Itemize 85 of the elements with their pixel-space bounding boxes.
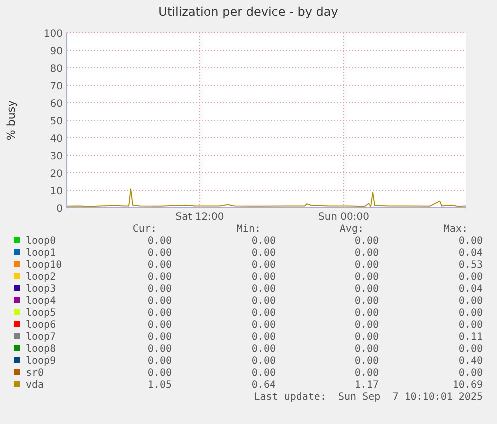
text: 0.00 xyxy=(458,272,483,283)
text: 0.00 xyxy=(354,320,379,331)
text: 0.00 xyxy=(354,248,379,259)
text: 0.00 xyxy=(252,356,276,367)
text: 0.00 xyxy=(148,320,172,331)
y-tick-label: 60 xyxy=(50,99,63,110)
text: 0.00 xyxy=(252,284,276,295)
y-tick-label: 0 xyxy=(56,204,63,215)
text: 0.00 xyxy=(148,236,172,247)
text: 0.00 xyxy=(148,284,172,295)
x-tick-label: Sun 00:00 xyxy=(318,212,370,223)
y-tick-label: 10 xyxy=(50,186,63,198)
text: 0.00 xyxy=(458,320,483,331)
text: 0.00 xyxy=(252,260,276,271)
text: 0.00 xyxy=(148,356,172,367)
y-tick-label: 40 xyxy=(50,134,63,145)
text: 0.00 xyxy=(458,344,483,355)
legend-label: loop5 xyxy=(26,308,56,319)
text: 0.00 xyxy=(148,296,172,307)
text: 0.00 xyxy=(252,332,276,343)
y-tick-label: 30 xyxy=(50,152,63,162)
text: 0.00 xyxy=(354,284,379,295)
text: 0.00 xyxy=(252,248,276,259)
text: 0.00 xyxy=(252,272,276,283)
text: 0.00 xyxy=(252,296,276,307)
text: 0.00 xyxy=(148,260,172,271)
text: 0.00 xyxy=(354,356,379,367)
text: 0.00 xyxy=(148,308,172,319)
text: 0.00 xyxy=(354,308,379,319)
legend-label: loop2 xyxy=(26,272,56,283)
text: Last update: Sun Sep 7 10:10:01 2025 xyxy=(254,392,483,403)
text: 0.00 xyxy=(148,368,172,379)
text: Min: xyxy=(236,224,261,235)
text: Max: xyxy=(444,224,468,235)
legend-label: vda xyxy=(26,380,44,391)
text: 0.00 xyxy=(354,236,379,247)
text: 0.00 xyxy=(354,368,379,379)
y-tick-label: 90 xyxy=(50,46,63,58)
chart-title: Utilization per device - by day xyxy=(158,5,338,19)
legend-label: loop1 xyxy=(26,248,56,259)
text: 0.64 xyxy=(252,380,276,391)
text: 0.00 xyxy=(458,368,483,379)
legend-label: loop6 xyxy=(26,320,56,331)
text: 1.17 xyxy=(354,380,379,391)
y-axis-title: % busy xyxy=(5,100,18,141)
text: 0.00 xyxy=(354,296,379,307)
y-tick-label: 100 xyxy=(44,29,63,40)
legend-label: loop3 xyxy=(26,284,56,295)
text: 0.00 xyxy=(252,308,276,319)
legend-label: loop9 xyxy=(26,356,56,367)
y-tick-label: 70 xyxy=(50,82,63,92)
text: 0.04 xyxy=(458,248,483,259)
text: 0.00 xyxy=(148,248,172,259)
legend-label: loop4 xyxy=(26,296,56,307)
text: 0.04 xyxy=(458,284,483,295)
y-tick-label: 50 xyxy=(50,116,63,128)
y-tick-label: 80 xyxy=(50,64,63,75)
text: 0.00 xyxy=(148,332,172,343)
legend-label: loop7 xyxy=(26,332,56,343)
text: 1.05 xyxy=(148,380,172,391)
text: 0.00 xyxy=(458,296,483,307)
text: 0.00 xyxy=(458,308,483,319)
text: 0.11 xyxy=(458,332,483,343)
text: 10.69 xyxy=(452,380,483,391)
legend-label: loop10 xyxy=(26,260,62,271)
text: 0.00 xyxy=(148,344,172,355)
text: 0.00 xyxy=(458,236,483,247)
y-tick-label: 20 xyxy=(50,169,63,180)
text: 0.00 xyxy=(252,320,276,331)
legend-label: sr0 xyxy=(26,368,44,379)
text: Avg: xyxy=(340,224,364,235)
legend-label: loop0 xyxy=(26,236,56,247)
text: Cur: xyxy=(132,224,157,235)
text: 0.00 xyxy=(354,344,379,355)
text: 0.00 xyxy=(354,332,379,343)
legend-label: loop8 xyxy=(26,344,56,355)
text: 0.00 xyxy=(354,260,379,271)
text: 0.00 xyxy=(148,272,172,283)
text: 0.00 xyxy=(252,236,276,247)
text: 0.53 xyxy=(458,260,483,271)
x-tick-label: Sat 12:00 xyxy=(176,212,224,223)
text: 0.40 xyxy=(458,356,483,367)
text: 0.00 xyxy=(252,344,276,355)
text: 0.00 xyxy=(252,368,276,379)
text: 0.00 xyxy=(354,272,379,283)
